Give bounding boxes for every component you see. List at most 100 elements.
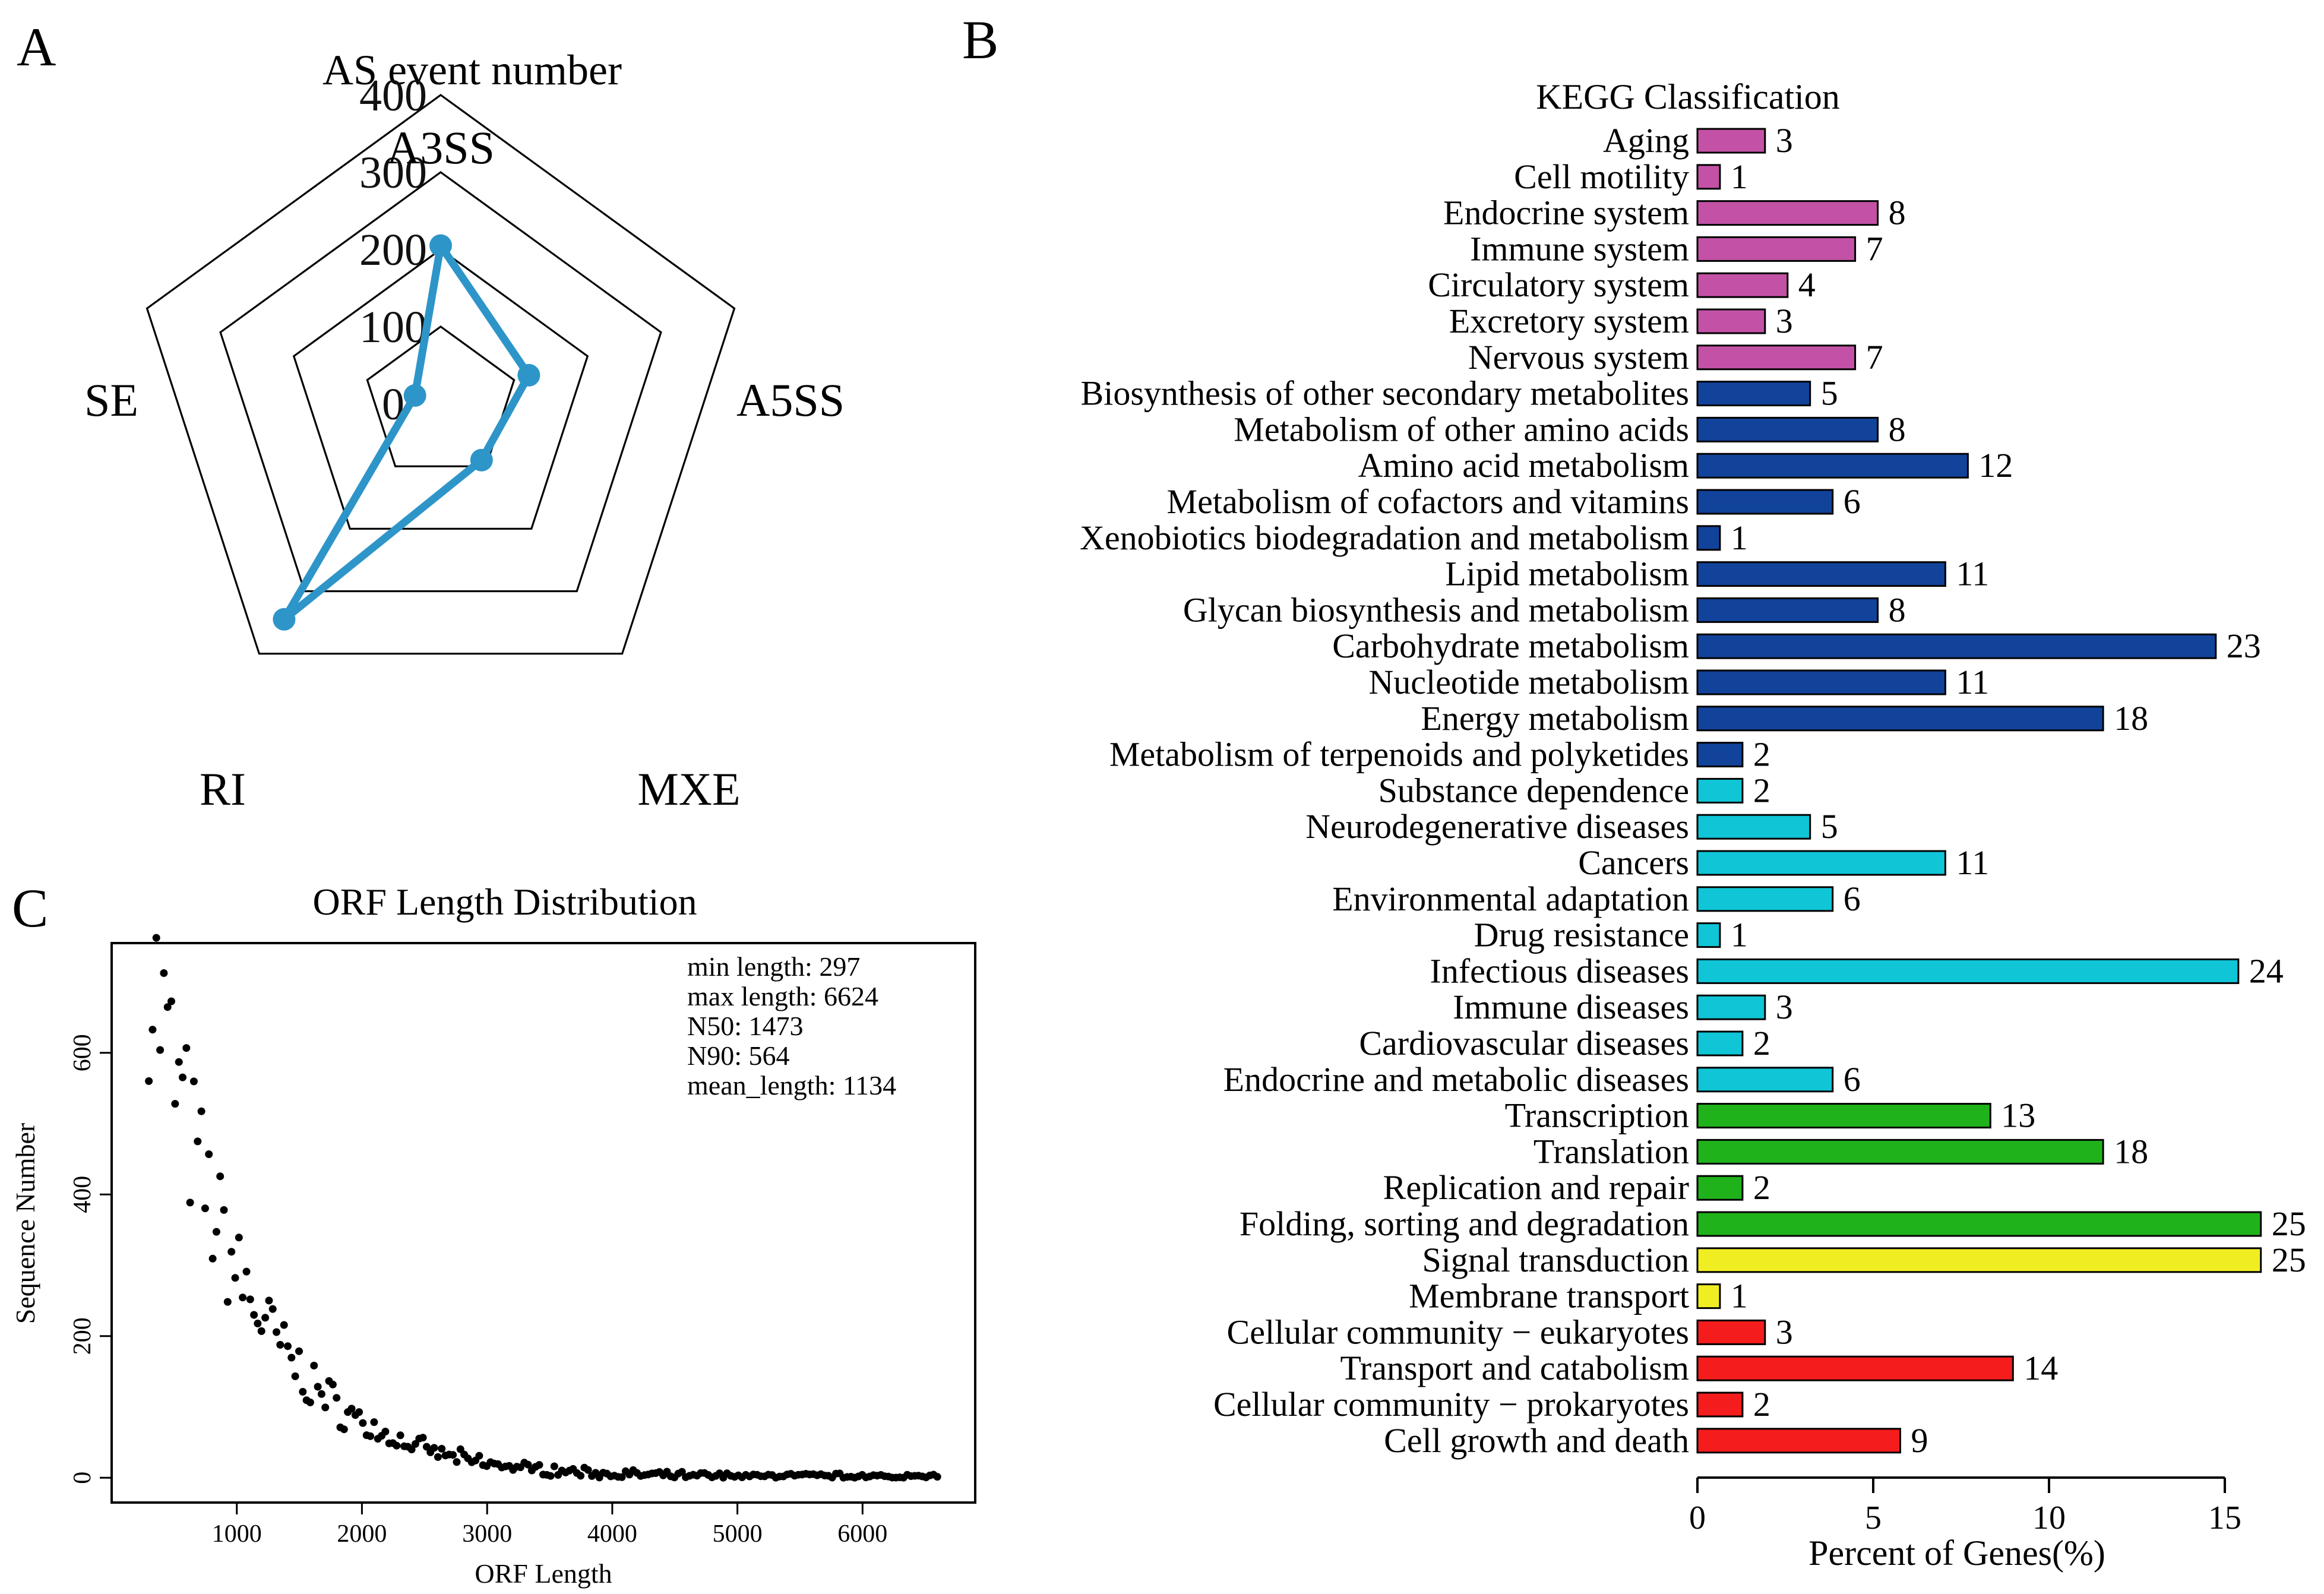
kegg-x-axis: 0 5 10 15 [1689,1476,2241,1536]
kegg-bar [1696,381,1811,407]
orf-stat-label: N50: [687,1011,749,1041]
radar-axis-label: A3SS [387,122,495,173]
orf-point [257,1327,265,1335]
kegg-category-label: Xenobiotics biodegradation and metabolis… [1080,518,1689,557]
orf-stat-value: 1473 [749,1011,804,1041]
kegg-value-label: 6 [1844,482,1861,521]
orf-stat-line: N50: 1473 [687,1011,804,1041]
orf-x-tick-label: 5000 [713,1520,763,1548]
orf-point [239,1293,247,1302]
kegg-rows: Aging 3 Cell motility 1 Endocrine system 8 Imm… [1080,121,2306,1460]
kegg-category-label: Immune system [1470,229,1689,268]
kegg-category-label: Lipid metabolism [1445,555,1689,593]
orf-point [411,1440,419,1448]
kegg-value-label: 11 [1956,663,1989,701]
orf-stat-value: 6624 [824,981,878,1011]
orf-point [268,1305,277,1313]
kegg-category-label: Drug resistance [1474,916,1689,954]
kegg-bar [1696,669,1946,695]
radar-tick-label: 300 [359,148,427,198]
kegg-category-label: Cell growth and death [1384,1421,1689,1460]
kegg-category-label: Nucleotide metabolism [1368,663,1689,701]
orf-stat-line: mean_length: 1134 [687,1070,896,1100]
kegg-bar [1696,236,1857,262]
panel-label-b: B [962,10,998,70]
radar-point [403,384,426,407]
orf-points [145,934,941,1482]
kegg-bar [1696,164,1721,190]
orf-x-tick-label: 1000 [212,1520,262,1548]
orf-point [208,1254,217,1263]
orf-point [179,1073,186,1081]
kegg-bar [1696,1175,1744,1201]
kegg-value-label: 2 [1753,1168,1770,1207]
orf-point [407,1446,416,1454]
kegg-value-label: 2 [1753,771,1770,809]
orf-point [182,1044,191,1052]
kegg-category-label: Endocrine and metabolic diseases [1223,1060,1689,1099]
kegg-category-label: Circulatory system [1428,265,1689,304]
kegg-bar [1696,814,1811,840]
radar-tick-label: 400 [359,71,427,121]
orf-point [171,1100,179,1108]
orf-point [212,1228,220,1236]
kegg-value-label: 5 [1821,807,1838,846]
kegg-bar [1696,561,1946,587]
kegg-tick-label: 5 [1865,1500,1882,1536]
kegg-category-label: Metabolism of cofactors and vitamins [1167,482,1689,521]
orf-point [265,1296,273,1305]
kegg-value-label: 8 [1889,410,1906,448]
orf-point [347,1405,356,1413]
orf-x-tick-label: 2000 [337,1520,387,1548]
kegg-category-label: Infectious diseases [1430,951,1689,990]
orf-point [201,1204,209,1213]
radar-ring [292,248,589,530]
kegg-value-label: 3 [1776,121,1793,160]
orf-point [584,1466,592,1474]
kegg-category-label: Substance dependence [1378,771,1689,809]
kegg-category-label: Translation [1533,1132,1689,1171]
orf-point [475,1451,483,1460]
orf-point [317,1390,325,1398]
kegg-category-label: Aging [1603,121,1689,160]
orf-point [220,1206,228,1214]
kegg-value-label: 11 [1956,843,1989,882]
orf-point [216,1172,225,1181]
orf-x-tick-label: 4000 [587,1520,637,1548]
kegg-category-label: Transcription [1505,1096,1689,1135]
kegg-value-label: 6 [1844,880,1861,918]
kegg-value-label: 9 [1911,1421,1928,1460]
orf-x-tick-label: 6000 [837,1520,887,1548]
kegg-value-label: 25 [2272,1204,2306,1243]
orf-stat-label: min length: [687,951,819,982]
orf-point [577,1472,585,1480]
orf-point [189,1077,198,1086]
radar-axis-label: MXE [637,763,740,815]
kegg-category-label: Endocrine system [1443,194,1689,232]
kegg-category-label: Amino acid metabolism [1358,446,1689,485]
kegg-bar [1696,1283,1721,1310]
radar-ring [366,325,516,467]
orf-point [276,1340,284,1349]
kegg-category-label: Glycan biosynthesis and metabolism [1183,590,1689,629]
orf-point [396,1431,404,1440]
orf-point [205,1150,213,1158]
radar-series [273,234,540,631]
panel-label-c: C [12,878,48,938]
kegg-value-label: 24 [2249,951,2284,990]
orf-axes: 1000 2000 3000 4000 5000 6000 0 200 400 600 [69,1034,887,1548]
orf-point [231,1274,239,1282]
radar-axis-label: SE [84,374,138,426]
orf-point [438,1444,446,1453]
orf-point [419,1434,427,1442]
kegg-category-label: Environmental adaptation [1332,880,1689,918]
radar-point [429,234,452,257]
kegg-value-label: 1 [1731,518,1748,557]
kegg-bar [1696,706,2104,732]
kegg-bar [1696,416,1879,442]
kegg-value-label: 12 [1978,446,2013,485]
kegg-value-label: 14 [2023,1349,2058,1387]
orf-point [933,1473,941,1481]
orf-point [194,1137,202,1146]
